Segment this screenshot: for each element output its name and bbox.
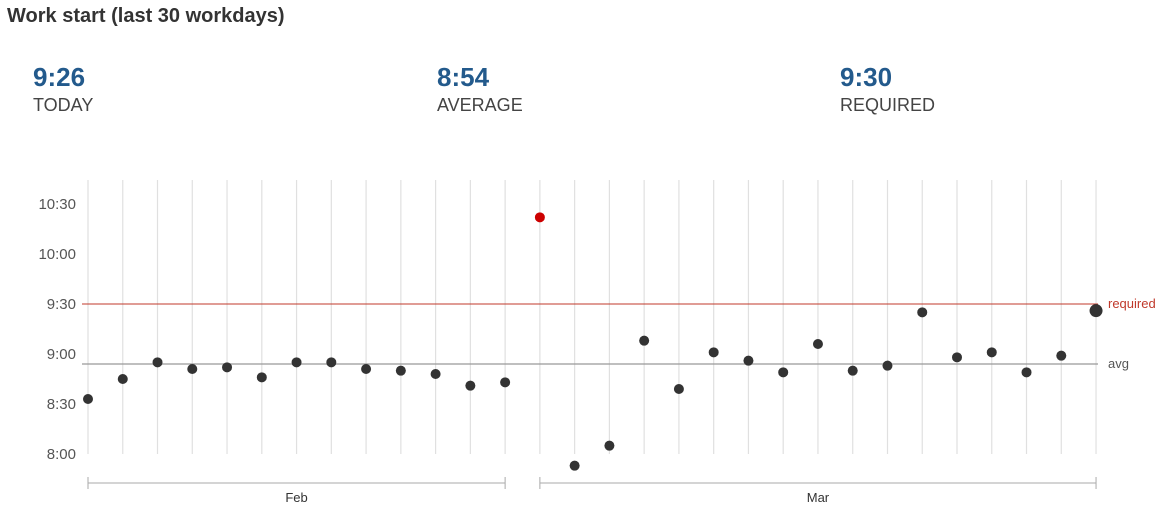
x-month-label: Feb: [285, 490, 307, 505]
data-point: 8:39: [673, 384, 684, 394]
data-point: 8:55: [326, 357, 337, 368]
data-point: 8:41: [465, 380, 476, 391]
data-point: 9:25: [917, 307, 928, 318]
data-point: 8:50: [847, 365, 858, 376]
data-point: 9:08: [639, 335, 650, 346]
reference-lines: required avg: [82, 296, 1156, 371]
data-points: 8:33 8:45 8:55 8:51 8:52 8:46 8:55 8:55 8:51 8:50…: [83, 212, 1103, 471]
axes: 8:00 8:30 9:00 9:30 10:00 10:30 Feb Mar: [38, 196, 1097, 505]
y-tick-label: 9:30: [47, 296, 76, 313]
data-point: 8:46: [256, 372, 267, 383]
reference-label-avg: avg: [1108, 356, 1129, 371]
data-point: 8:56: [743, 355, 754, 366]
stat-average-label: AVERAGE: [437, 95, 523, 115]
data-point: 8:05: [604, 440, 615, 451]
data-point: 7:53: [569, 460, 580, 471]
stat-required-label: REQUIRED: [840, 95, 936, 115]
stat-today-value: 9:26: [33, 62, 86, 92]
data-point: 8:50: [395, 365, 406, 376]
page-title: Work start (last 30 workdays): [7, 5, 285, 27]
data-point: 8:55: [291, 357, 302, 368]
stat-today-label: TODAY: [33, 95, 94, 115]
reference-label-required: required: [1108, 296, 1156, 311]
data-point: 8:49: [778, 367, 789, 378]
data-point: 8:45: [117, 374, 128, 384]
data-point: 8:53: [882, 360, 893, 371]
data-point: 9:01: [708, 347, 719, 358]
data-point: 9:06: [812, 339, 823, 349]
data-point: 8:33: [83, 394, 93, 404]
stat-required: 9:30 REQUIRED: [840, 61, 935, 116]
data-point-outlier: 10:22: [534, 212, 545, 223]
stat-required-value: 9:30: [840, 62, 893, 92]
data-point: 8:43: [500, 377, 511, 388]
data-point: 8:55: [152, 357, 163, 368]
y-tick-label: 8:00: [47, 446, 76, 463]
data-point: 8:48: [430, 369, 441, 379]
y-tick-label: 8:30: [47, 396, 76, 413]
x-month-label: Mar: [807, 490, 830, 505]
data-point: 8:58: [952, 352, 962, 363]
y-tick-label: 10:00: [38, 246, 76, 263]
data-point: 9:01: [986, 347, 997, 358]
stat-average-value: 8:54: [437, 62, 490, 92]
data-point: 8:49: [1021, 367, 1032, 378]
stat-average: 8:54 AVERAGE: [437, 61, 523, 116]
data-point-today: 9:26: [1089, 304, 1103, 318]
y-tick-label: 9:00: [47, 346, 76, 363]
data-point: 8:51: [187, 364, 198, 374]
stat-today: 9:26 TODAY: [33, 61, 93, 116]
data-point: 8:52: [222, 362, 233, 373]
y-tick-label: 10:30: [38, 196, 76, 213]
data-point: 8:51: [361, 364, 372, 374]
data-point: 8:59: [1056, 350, 1067, 361]
grid-layer: [87, 180, 1097, 454]
